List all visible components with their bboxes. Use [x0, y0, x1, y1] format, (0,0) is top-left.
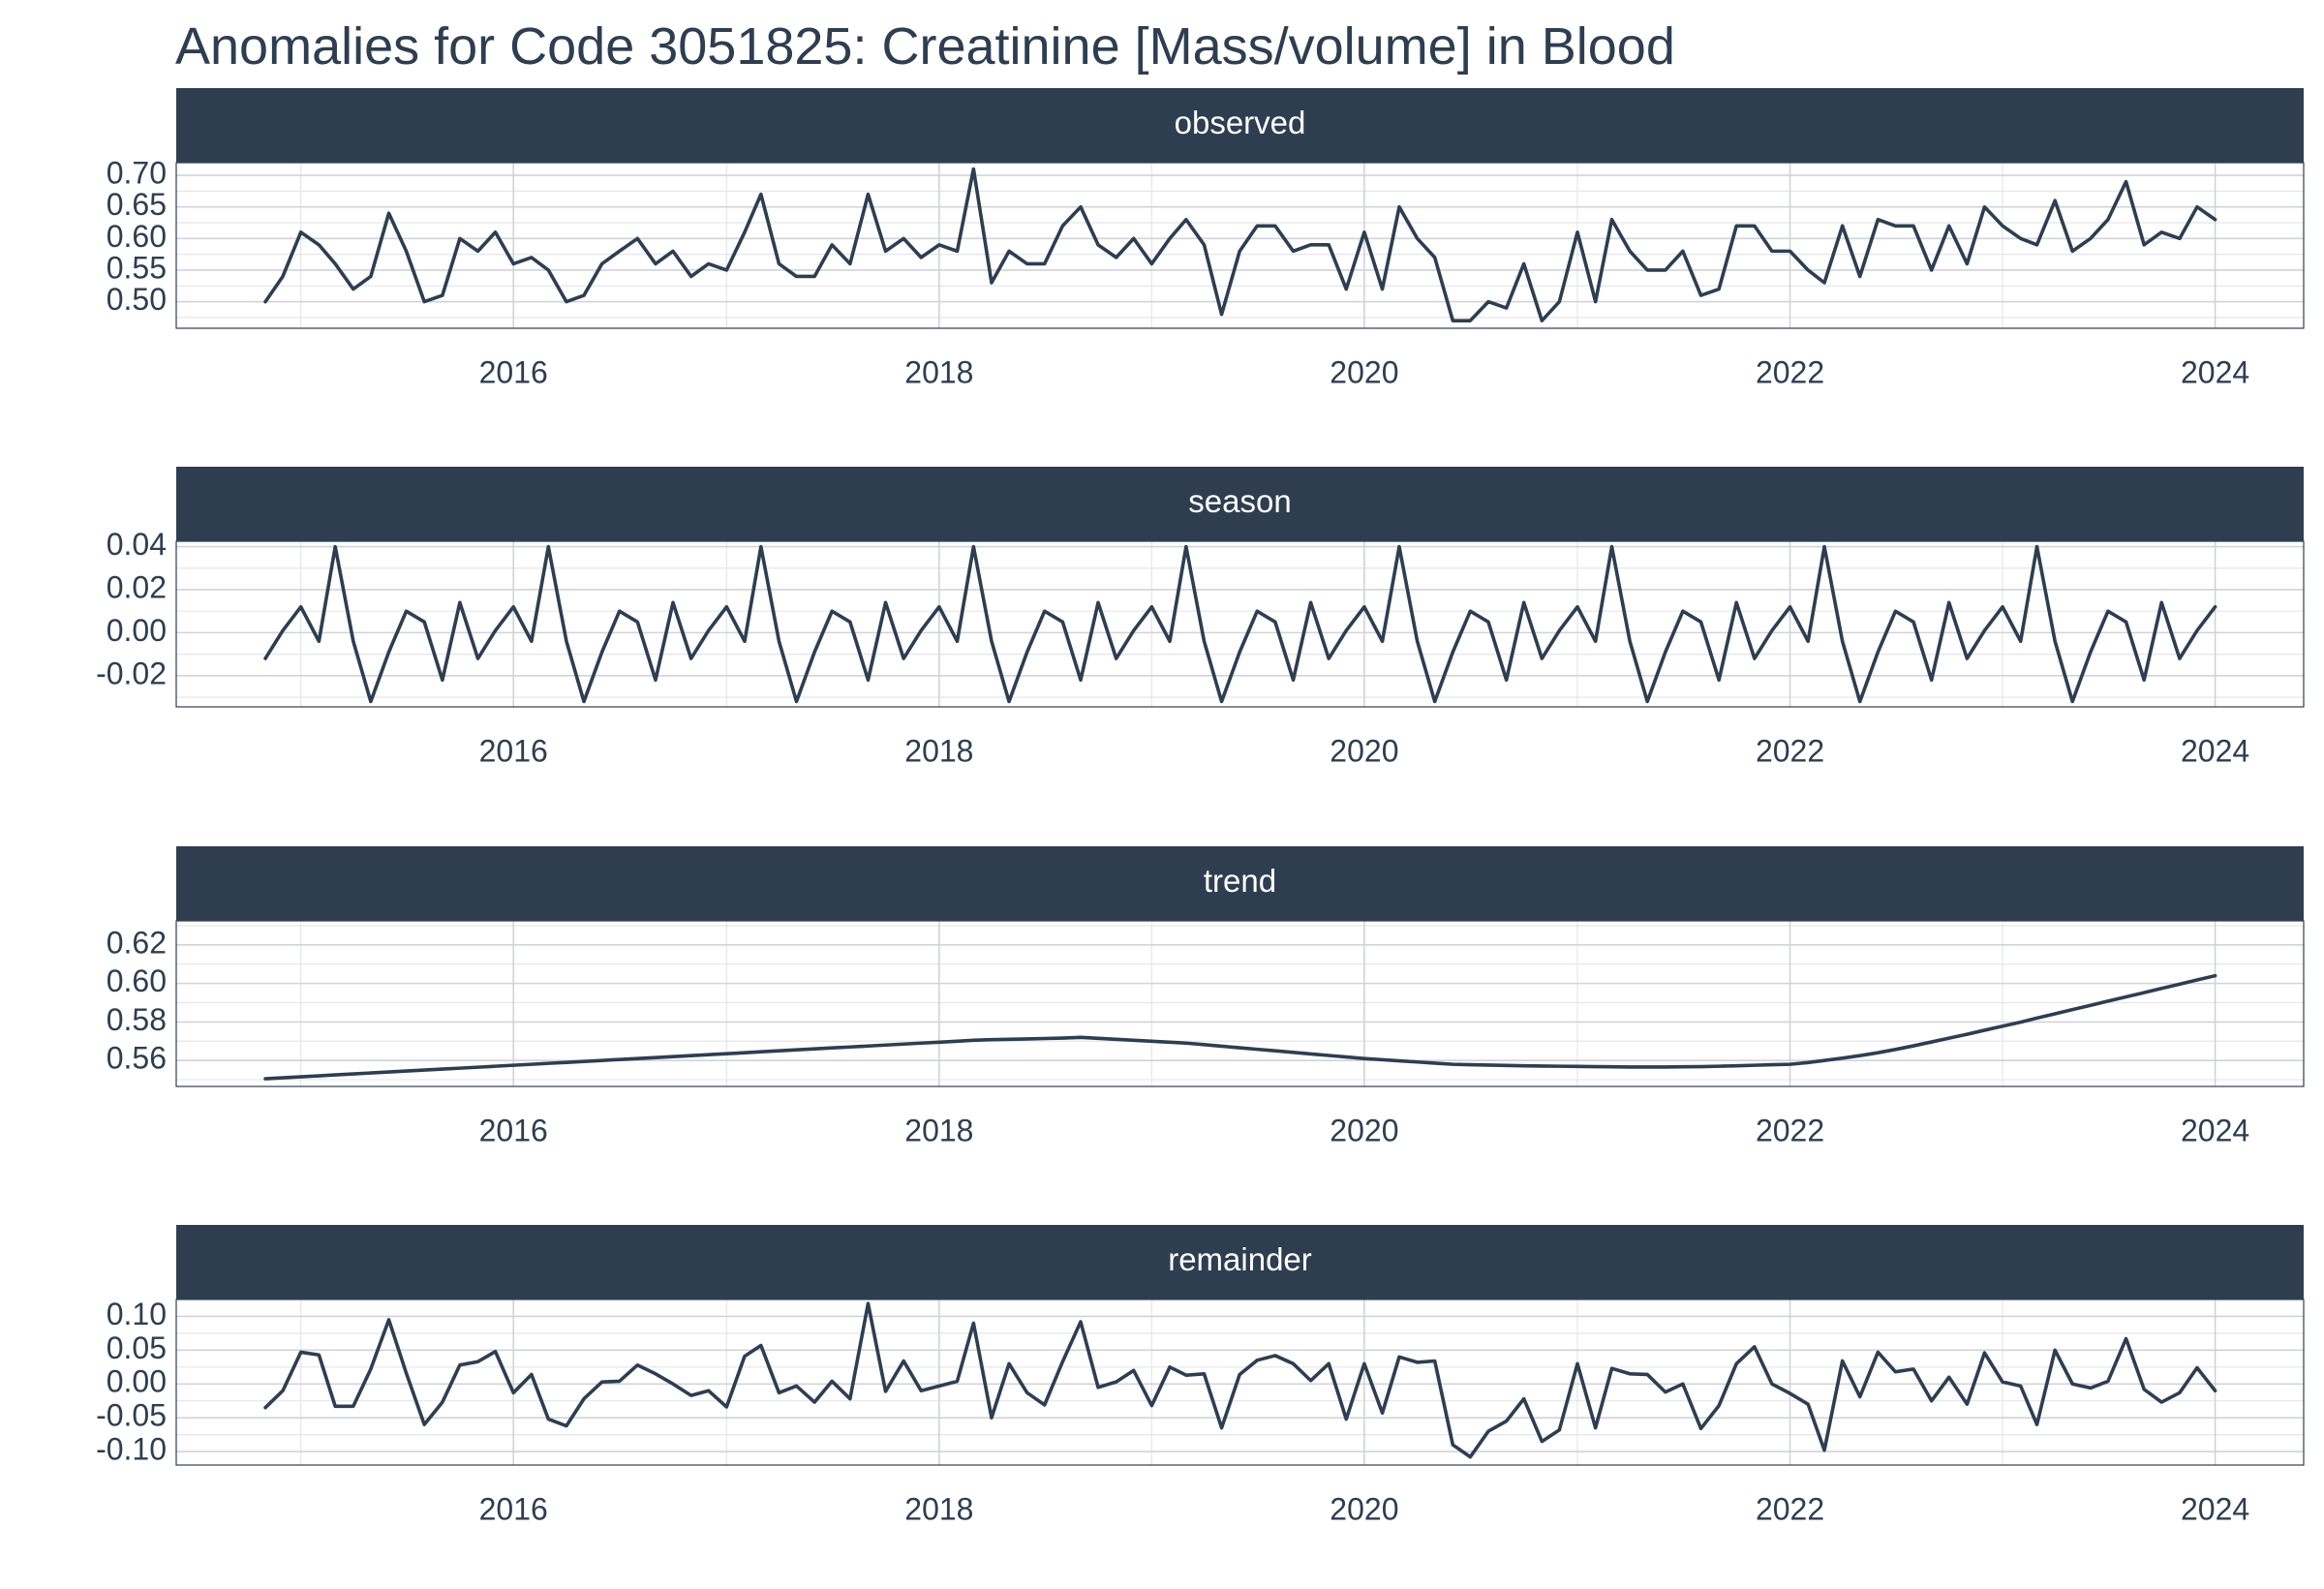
y-tick-label: 0.10 — [107, 1297, 167, 1331]
y-tick-label: -0.10 — [96, 1431, 167, 1466]
observed-series-line — [263, 167, 2217, 322]
panel-border — [175, 1299, 2305, 1466]
y-tick-label: 0.00 — [107, 613, 167, 648]
y-tick-label: 0.58 — [107, 1002, 167, 1037]
x-tick-label: 2020 — [1330, 354, 1398, 389]
facet-strip — [176, 846, 2304, 921]
facet-strip-label: remainder — [1168, 1241, 1312, 1277]
x-tick-label: 2020 — [1330, 1113, 1398, 1147]
season-series-line — [263, 544, 2217, 704]
facet-season: 2016 2018 2020 2022 2024 -0.02 0.00 0.02 0.04 sea… — [96, 467, 2305, 768]
chart-title: Anomalies for Code 3051825: Creatinine [… — [175, 17, 1675, 76]
panel-border — [175, 162, 2305, 329]
y-tick-label: 0.50 — [107, 282, 167, 317]
facet-strip-label: observed — [1175, 105, 1306, 140]
x-tick-label: 2018 — [904, 733, 973, 768]
x-tick-label: 2020 — [1330, 1491, 1398, 1526]
facet-strip — [176, 88, 2304, 163]
x-tick-label: 2016 — [479, 354, 548, 389]
y-tick-label: 0.04 — [107, 527, 167, 562]
facet-observed: 2016 2018 2020 2022 2024 0.500.550.600.650.70… — [107, 88, 2305, 389]
x-tick-label: 2024 — [2181, 1491, 2249, 1526]
y-tick-label: 0.62 — [107, 925, 167, 960]
x-tick-label: 2022 — [1756, 354, 1824, 389]
y-tick-label: 0.00 — [107, 1364, 167, 1399]
facet-strip — [176, 467, 2304, 541]
facet-panels: 2016 2018 2020 2022 20240.500.550.600.650.70… — [96, 88, 2305, 1526]
x-tick-label: 2016 — [479, 1491, 548, 1526]
x-tick-label: 2024 — [2181, 1113, 2249, 1147]
remainder-series-line — [263, 1301, 2217, 1459]
x-tick-label: 2024 — [2181, 354, 2249, 389]
x-tick-label: 2018 — [904, 1113, 973, 1147]
y-tick-label: 0.05 — [107, 1330, 167, 1365]
x-tick-label: 2020 — [1330, 733, 1398, 768]
y-tick-label: 0.55 — [107, 250, 167, 285]
x-tick-label: 2016 — [479, 733, 548, 768]
y-tick-label: 0.70 — [107, 156, 167, 191]
facet-trend: 2016 2018 2020 2022 2024 0.56 0.58 0.600.62 tren… — [107, 846, 2305, 1147]
facet-strip-label: trend — [1204, 863, 1276, 899]
y-tick-label: 0.02 — [107, 569, 167, 604]
x-tick-label: 2022 — [1756, 733, 1824, 768]
x-tick-label: 2016 — [479, 1113, 548, 1147]
panel-border — [175, 540, 2305, 708]
x-tick-label: 2022 — [1756, 1113, 1824, 1147]
facet-strip — [176, 1225, 2304, 1299]
y-tick-label: 0.65 — [107, 187, 167, 222]
trend-series-line — [263, 973, 2217, 1081]
y-tick-label: 0.60 — [107, 219, 167, 254]
x-tick-label: 2024 — [2181, 733, 2249, 768]
y-tick-label: -0.02 — [96, 656, 167, 690]
x-tick-label: 2018 — [904, 354, 973, 389]
x-tick-label: 2018 — [904, 1491, 973, 1526]
y-tick-label: 0.56 — [107, 1041, 167, 1076]
y-tick-label: 0.60 — [107, 963, 167, 998]
y-tick-label: -0.05 — [96, 1398, 167, 1433]
facet-strip-label: season — [1188, 483, 1291, 519]
x-tick-label: 2022 — [1756, 1491, 1824, 1526]
facet-remainder: 2016 2018 2020 2022 2024 -0.10-0.050.000.050.… — [96, 1225, 2305, 1526]
